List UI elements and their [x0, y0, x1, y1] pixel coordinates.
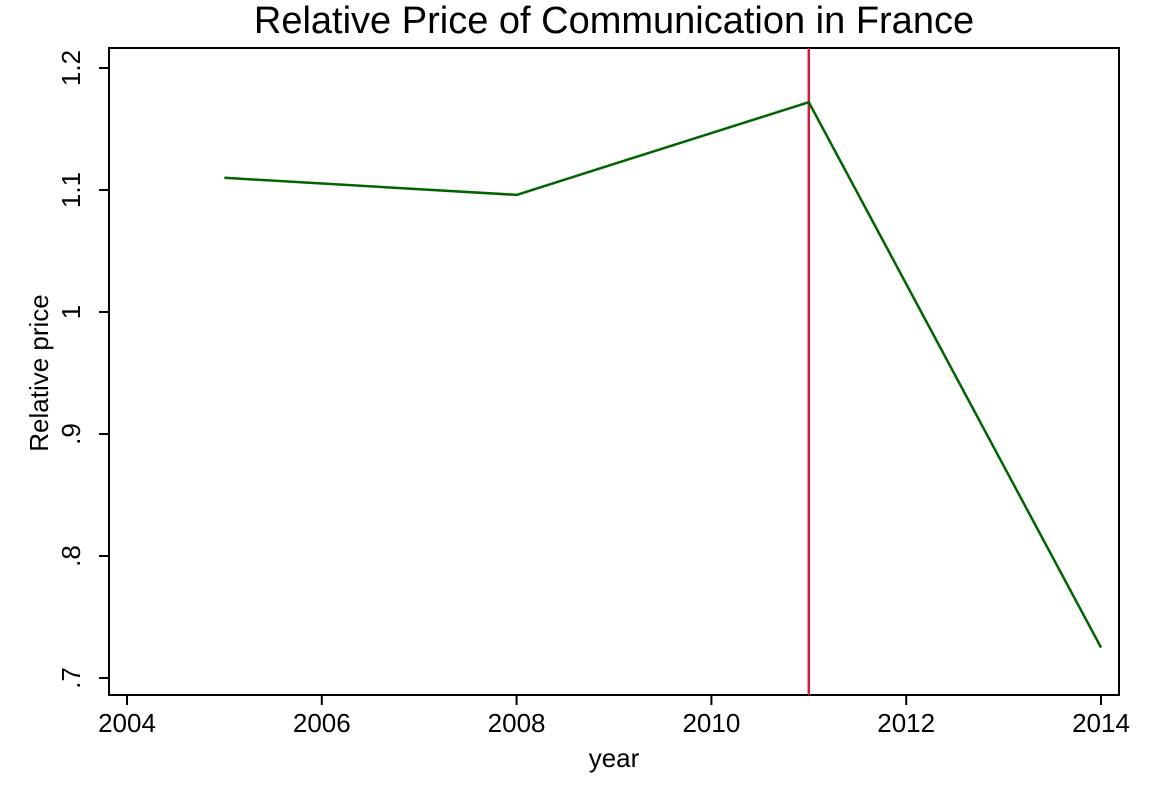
chart-title: Relative Price of Communication in Franc…: [254, 0, 974, 42]
series-lines: [224, 100, 1103, 649]
y-axis-label: Relative price: [24, 294, 54, 452]
y-tick-label: .9: [56, 423, 86, 445]
x-tick-label: 2010: [682, 708, 740, 738]
x-tick-label: 2008: [488, 708, 546, 738]
series-line: [224, 100, 1103, 649]
x-tick-label: 2004: [98, 708, 156, 738]
y-tick-label: .8: [56, 545, 86, 567]
y-axis: .7 .8 .9 1 1.1 1.2: [56, 50, 109, 689]
x-axis-label: year: [589, 743, 640, 773]
y-tick-label: .7: [56, 667, 86, 689]
y-tick-label: 1.1: [56, 172, 86, 208]
y-tick-label: 1: [56, 305, 86, 319]
x-tick-label: 2014: [1072, 708, 1130, 738]
x-axis: 2004 2006 2008 2010 2012 2014: [98, 695, 1130, 738]
y-tick-label: 1.2: [56, 50, 86, 86]
x-tick-label: 2006: [293, 708, 351, 738]
x-tick-label: 2012: [877, 708, 935, 738]
plot-area-frame: [108, 47, 1120, 696]
